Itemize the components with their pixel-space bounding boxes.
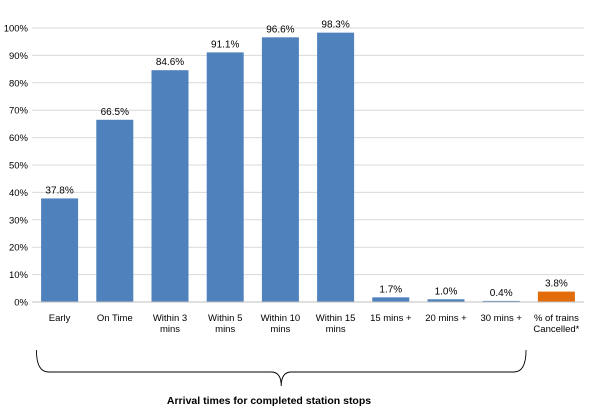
- y-tick-label: 100%: [4, 24, 29, 35]
- y-axis-tick-labels: 0% 10% 20% 30% 40% 50% 60% 70% 80% 90% 100%: [4, 24, 29, 309]
- bar: [206, 52, 244, 302]
- data-label: 98.3%: [321, 20, 349, 31]
- data-label: 66.5%: [101, 107, 129, 118]
- category-label: Early: [49, 313, 71, 324]
- y-tick-label: 60%: [9, 133, 29, 144]
- category-label: mins: [160, 324, 180, 335]
- category-label: 15 mins +: [370, 313, 412, 324]
- y-tick-label: 90%: [9, 51, 29, 62]
- data-label: 1.0%: [435, 286, 458, 297]
- bars: [41, 32, 575, 303]
- bar: [317, 32, 355, 303]
- bar: [261, 37, 299, 302]
- y-tick-label: 70%: [9, 106, 29, 117]
- y-tick-label: 30%: [9, 215, 29, 226]
- category-label: Within 10: [261, 313, 301, 324]
- data-label: 96.6%: [266, 24, 294, 35]
- bar: [537, 291, 575, 302]
- category-label: Cancelled*: [533, 324, 579, 335]
- bar: [151, 70, 189, 302]
- y-tick-label: 50%: [9, 161, 29, 172]
- y-tick-label: 40%: [9, 188, 29, 199]
- category-label: On Time: [97, 313, 133, 324]
- category-label: mins: [270, 324, 290, 335]
- data-label: 3.8%: [545, 279, 568, 290]
- data-label: 0.4%: [490, 288, 513, 299]
- category-label: mins: [215, 324, 235, 335]
- category-label: % of trains: [534, 313, 579, 324]
- y-tick-label: 0%: [14, 298, 28, 309]
- data-label: 1.7%: [379, 284, 402, 295]
- bar: [482, 300, 520, 302]
- y-tick-label: 80%: [9, 78, 29, 89]
- data-labels: 37.8% 66.5% 84.6% 91.1% 96.6% 98.3% 1.7% 1.0% 0.…: [45, 20, 567, 299]
- bar: [41, 198, 79, 302]
- bar: [372, 297, 410, 302]
- x-axis-title: Arrival times for completed station stop…: [167, 395, 371, 407]
- category-label: Within 5: [208, 313, 242, 324]
- y-tick-label: 20%: [9, 243, 29, 254]
- category-label: Within 15: [316, 313, 356, 324]
- category-brace: [35, 349, 527, 387]
- y-tick-label: 10%: [9, 270, 29, 281]
- category-label: 20 mins +: [425, 313, 467, 324]
- category-label: 30 mins +: [480, 313, 522, 324]
- category-label: mins: [326, 324, 346, 335]
- bar: [427, 299, 465, 302]
- category-label: Within 3: [153, 313, 187, 324]
- data-label: 84.6%: [156, 57, 184, 68]
- bar: [96, 119, 134, 302]
- data-label: 37.8%: [45, 185, 73, 196]
- data-label: 91.1%: [211, 39, 239, 50]
